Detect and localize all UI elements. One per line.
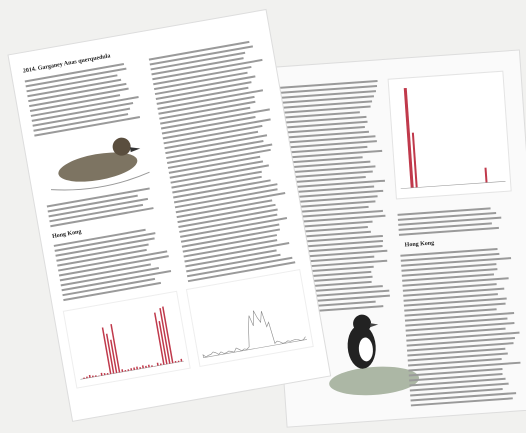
chart-bar <box>107 373 109 375</box>
chart-bar <box>95 375 97 377</box>
chart-bar <box>175 361 177 363</box>
chart-bar <box>92 375 94 377</box>
photo: Hong Kong 2014. Garganey Anas querquedul… <box>0 0 526 433</box>
chart-bar <box>86 376 88 378</box>
chart-bar <box>127 369 129 371</box>
chart-bar <box>139 367 141 369</box>
chart-bar <box>178 361 180 363</box>
chart-bar <box>151 365 153 367</box>
chart-bar <box>125 370 127 371</box>
chart-bar <box>160 363 162 365</box>
